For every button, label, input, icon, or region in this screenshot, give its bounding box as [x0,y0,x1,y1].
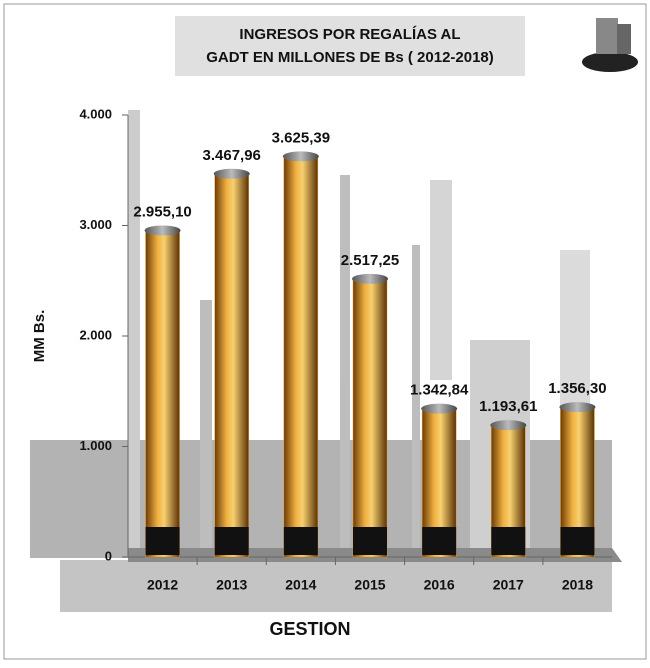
bar [352,278,388,558]
bar-cap [490,420,527,431]
bar-base [283,527,318,555]
data-label: 3.467,96 [203,147,261,164]
chart-title: GADT EN MILLONES DE Bs ( 2012-2018) [206,49,494,66]
y-tick-label: 3.000 [79,217,112,232]
x-tick-label: 2015 [354,577,385,593]
data-label: 2.955,10 [133,203,191,220]
data-label: 1.356,30 [548,380,606,397]
y-tick-label: 4.000 [79,106,112,121]
bar [283,156,319,558]
bar [145,230,180,558]
x-tick-label: 2012 [147,577,178,593]
bar-base [353,527,387,555]
y-tick-label: 2.000 [79,327,112,342]
bar-cap [352,273,388,284]
x-tick-label: 2016 [424,577,455,593]
bar-base [214,527,249,555]
y-axis-title: MM Bs. [31,310,48,363]
x-tick-label: 2018 [562,577,593,593]
bar-cap [559,402,596,413]
x-tick-label: 2013 [216,577,247,593]
icon [582,18,638,72]
data-label: 1.342,84 [410,382,469,399]
x-tick-label: 2014 [285,577,316,593]
y-tick-label: 0 [105,548,112,563]
axis-band [60,560,612,612]
bar-cap [282,151,319,162]
bar-base [560,527,595,555]
bar-base [422,527,457,555]
bar-base [491,527,526,555]
data-label: 2.517,25 [341,252,399,269]
bar-cap [213,168,250,179]
bar-cap [421,403,458,414]
bar-base [145,527,180,555]
x-axis-title: GESTION [269,619,350,639]
data-label: 1.193,61 [479,398,537,415]
x-tick-label: 2017 [493,577,524,593]
bar-cap [144,225,181,236]
title-box [175,16,525,76]
chart-title: INGRESOS POR REGALÍAS AL [239,26,460,43]
data-label: 3.625,39 [272,129,330,146]
y-tick-label: 1.000 [79,438,112,453]
bar [214,173,249,558]
